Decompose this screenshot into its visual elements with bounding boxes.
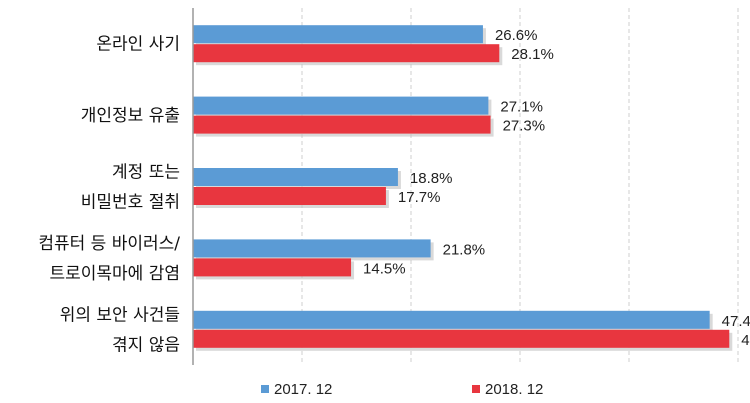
value-label: 14.5%	[363, 260, 406, 277]
legend-swatch	[472, 385, 480, 393]
value-label: 27.3%	[503, 118, 546, 135]
bar-series2	[193, 329, 730, 348]
legend-label: 2017. 12	[274, 381, 332, 398]
legend: 2017. 12 2018. 12	[261, 381, 543, 398]
value-label: 17.7%	[398, 189, 441, 206]
value-label: 27.1%	[500, 99, 543, 116]
category-label: 계정 또는	[112, 163, 180, 183]
value-label: 28.1%	[511, 46, 554, 63]
value-label: 49.2%	[741, 332, 750, 349]
category-label: 위의 보안 사건들	[60, 305, 180, 325]
bar-series1	[193, 168, 398, 186]
bar-series1	[193, 239, 431, 258]
value-label: 18.8%	[410, 170, 453, 187]
bar-series2	[193, 187, 386, 205]
category-label: 개인정보 유출	[81, 106, 180, 126]
bar-series1	[193, 310, 710, 329]
grid-lines	[301, 8, 739, 365]
legend-swatch	[261, 385, 269, 393]
value-label: 21.8%	[443, 241, 486, 258]
category-label: 겪지 않음	[112, 335, 180, 355]
bar-series1	[193, 25, 483, 44]
bar-series2	[193, 258, 352, 277]
bar-series2	[193, 115, 491, 134]
legend-label: 2018. 12	[485, 381, 543, 398]
value-label: 26.6%	[495, 27, 538, 44]
value-label: 47.4%	[722, 313, 750, 330]
category-label: 온라인 사기	[96, 35, 180, 55]
bars	[193, 25, 733, 351]
bar-series1	[193, 96, 489, 115]
category-label: 비밀번호 절취	[81, 193, 180, 213]
category-label: 트로이목마에 감염	[49, 264, 180, 284]
bar-series2	[193, 44, 500, 63]
value-labels: 26.6% 28.1% 27.1% 27.3% 18.8% 17.7% 21.8% 14.5%…	[363, 27, 750, 349]
category-label: 컴퓨터 등 바이러스/	[38, 234, 180, 254]
